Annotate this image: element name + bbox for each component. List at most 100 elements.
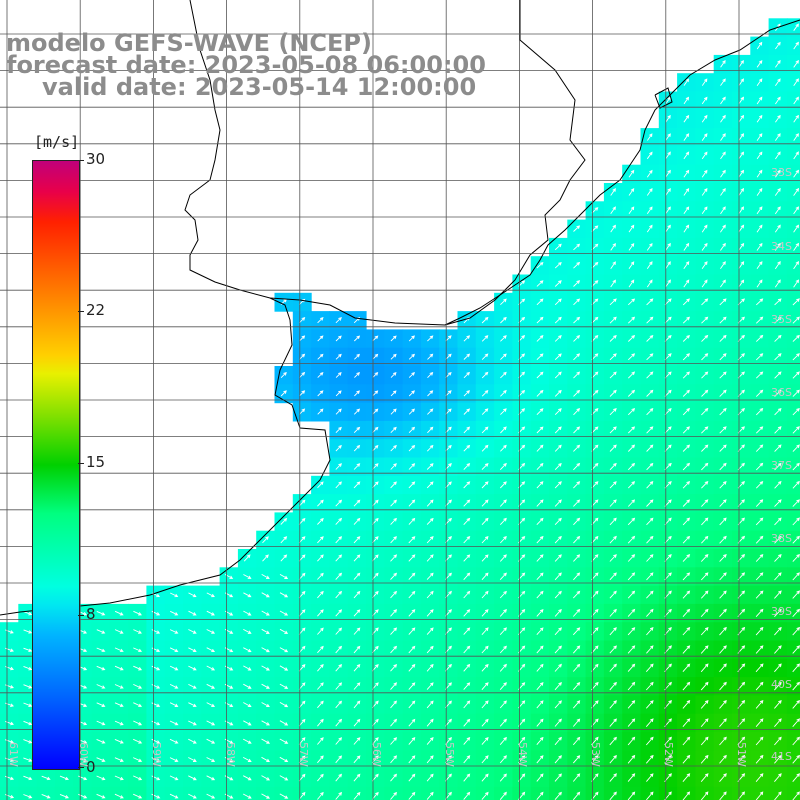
- wind-arrow: [719, 499, 727, 507]
- lat-label: 35S: [771, 313, 792, 326]
- wind-arrow: [188, 665, 197, 671]
- wind-arrow: [23, 794, 33, 799]
- wind-arrow: [646, 316, 654, 324]
- wind-arrow: [682, 718, 691, 727]
- wind-arrow: [774, 590, 782, 599]
- wind-arrow: [408, 335, 415, 342]
- wind-arrow: [792, 718, 800, 727]
- wind-arrow: [206, 793, 216, 799]
- wind-arrow: [573, 444, 581, 452]
- wind-arrow: [792, 517, 800, 526]
- wind-cell: [786, 494, 800, 513]
- wind-arrow: [481, 481, 489, 489]
- uruguay-border: [184, 0, 586, 326]
- wind-cell: [786, 201, 800, 221]
- wind-arrow: [701, 389, 709, 397]
- wind-arrow: [500, 316, 507, 324]
- wind-arrow: [481, 536, 489, 544]
- wind-arrow: [719, 316, 727, 324]
- wind-arrow: [536, 499, 544, 507]
- wind-arrow: [572, 590, 581, 599]
- wind-arrow: [738, 151, 745, 160]
- lon-label: 56W: [370, 742, 383, 767]
- wind-arrow: [335, 499, 343, 507]
- wind-arrow: [188, 738, 197, 744]
- wind-arrow: [572, 791, 581, 800]
- wind-arrow: [774, 535, 782, 544]
- wind-cell: [73, 786, 93, 800]
- wind-arrow: [774, 608, 782, 618]
- wind-arrow: [755, 700, 764, 709]
- wind-arrow: [261, 702, 270, 708]
- wind-arrow: [170, 610, 179, 616]
- wind-cell: [274, 786, 294, 800]
- wind-arrow: [646, 188, 653, 196]
- wind-arrow: [738, 114, 745, 123]
- wind-arrow: [353, 335, 361, 342]
- wind-arrow: [96, 720, 106, 726]
- wind-arrow: [792, 700, 800, 709]
- wind-arrow: [720, 114, 726, 123]
- wind-arrow: [427, 390, 434, 397]
- wind-arrow: [756, 242, 763, 251]
- wind-arrow: [755, 754, 764, 764]
- wind-arrow: [573, 481, 581, 489]
- wind-arrow: [774, 517, 782, 526]
- wind-arrow: [169, 720, 179, 726]
- wind-arrow: [408, 353, 415, 360]
- wind-arrow: [96, 647, 106, 653]
- wind-arrow: [646, 151, 653, 160]
- wind-arrow: [645, 700, 654, 709]
- wind-arrow: [755, 499, 764, 507]
- wind-arrow: [609, 444, 617, 452]
- wind-arrow: [774, 572, 782, 581]
- wind-arrow: [426, 627, 434, 635]
- wind-arrow: [683, 151, 690, 160]
- wind-arrow: [755, 626, 764, 636]
- wind-arrow: [261, 738, 271, 744]
- wind-arrow: [756, 279, 763, 288]
- wind-arrow: [793, 151, 799, 160]
- wind-arrow: [242, 757, 252, 762]
- wind-arrow: [481, 408, 489, 415]
- wind-arrow: [536, 335, 544, 342]
- wind-arrow: [774, 279, 781, 288]
- wind-arrow: [536, 755, 544, 764]
- wind-cell: [786, 219, 800, 239]
- wind-arrows: [4, 23, 800, 800]
- lon-label: 59W: [150, 742, 163, 767]
- wind-arrow: [774, 462, 782, 471]
- wind-arrow: [261, 665, 270, 671]
- wind-arrow: [700, 718, 709, 727]
- wind-arrow: [573, 335, 581, 342]
- wind-cell: [585, 786, 605, 800]
- wind-arrow: [243, 702, 252, 708]
- wind-arrow: [554, 791, 562, 800]
- wind-arrow: [317, 408, 324, 415]
- wind-arrow: [243, 554, 251, 562]
- wind-arrow: [701, 444, 709, 452]
- wind-arrow: [627, 517, 636, 526]
- wind-arrow: [390, 773, 398, 782]
- wind-arrow: [353, 627, 361, 635]
- wind-arrow: [426, 700, 434, 709]
- wind-arrow: [261, 793, 271, 799]
- wind-arrow: [481, 627, 489, 636]
- wind-arrow: [536, 280, 544, 287]
- wind-arrow: [536, 481, 544, 489]
- wind-arrow: [793, 96, 799, 105]
- wind-arrow: [775, 169, 781, 178]
- wind-arrow: [335, 390, 342, 397]
- wind-arrow: [738, 169, 745, 178]
- wind-arrow: [335, 554, 343, 562]
- wind-arrow: [261, 720, 270, 726]
- wind-arrow: [645, 754, 654, 764]
- wind-arrow: [5, 684, 14, 689]
- wind-arrow: [463, 590, 471, 599]
- wind-arrow: [390, 408, 397, 415]
- wind-arrow: [426, 645, 434, 654]
- wind-cell: [786, 237, 800, 257]
- wind-arrow: [317, 554, 324, 562]
- wind-cell: [786, 366, 800, 385]
- wind-arrow: [700, 681, 709, 691]
